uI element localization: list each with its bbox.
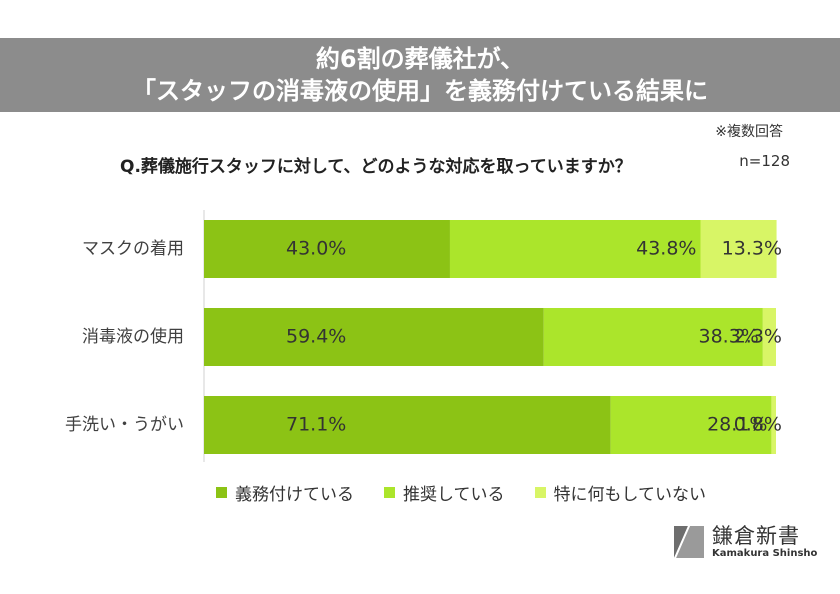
bar-segment-obligated xyxy=(204,308,544,366)
logo-japanese-text: 鎌倉新書 xyxy=(712,524,800,548)
category-label: 手洗い・うがい xyxy=(65,415,184,435)
bar-segment-recommended xyxy=(449,220,701,278)
value-label-nothing: 13.3% xyxy=(722,238,782,260)
legend-label-obligated: 義務付けている xyxy=(235,485,354,505)
bar-segment-recommended xyxy=(610,396,772,454)
legend-label-nothing: 特に何もしていない xyxy=(553,485,707,505)
legend-item-obligated: 義務付けている xyxy=(216,480,354,505)
bar-segment-recommended xyxy=(543,308,763,366)
bar-segment-nothing xyxy=(762,308,776,366)
category-label: 消毒液の使用 xyxy=(82,326,184,347)
logo-english-text: Kamakura Shinsho xyxy=(712,548,818,559)
title-banner: 約6割の葬儀社が、 「スタッフの消毒液の使用」を義務付けている結果に xyxy=(0,38,840,112)
title-line-2: 「スタッフの消毒液の使用」を義務付けている結果に xyxy=(132,77,708,105)
legend-item-recommended: 推奨している xyxy=(384,480,505,505)
legend-item-nothing: 特に何もしていない xyxy=(534,480,707,505)
category-label: マスクの着用 xyxy=(82,239,184,259)
legend: 義務付けている 推奨している 特に何もしていない xyxy=(216,480,736,505)
bar-segment-nothing xyxy=(700,220,777,278)
value-label-recommended: 28.1% xyxy=(707,414,767,436)
bar-segment-nothing xyxy=(771,396,776,454)
stacked-bar-chart: マスクの着用 43.0% 43.8% 13.3% 消毒液の使用 59.4% 38.3%2.3… xyxy=(65,210,782,462)
question-text: Q.葬儀施行スタッフに対して、どのような対応を取っていますか？ xyxy=(120,157,632,177)
value-label-obligated: 71.1% xyxy=(286,414,346,436)
multiple-answer-note: ※複数回答 xyxy=(715,124,783,140)
company-logo: 鎌倉新書 Kamakura Shinsho xyxy=(672,524,817,560)
value-label-obligated: 59.4% xyxy=(286,326,346,348)
title-line-1: 約6割の葬儀社が、 xyxy=(315,45,525,73)
sample-size: n=128 xyxy=(739,152,790,170)
bar-segment-obligated xyxy=(204,220,450,278)
legend-swatch-nothing xyxy=(534,487,546,498)
value-label-recommended: 38.3% xyxy=(698,326,758,348)
value-label-nothing: 2.3% xyxy=(734,326,782,348)
bar-segment-obligated xyxy=(204,396,611,454)
kamakura-shinsho-logo-icon xyxy=(672,524,706,560)
value-label-obligated: 43.0% xyxy=(286,238,346,260)
value-label-recommended: 43.8% xyxy=(636,238,696,260)
legend-swatch-recommended xyxy=(384,487,395,498)
legend-label-recommended: 推奨している xyxy=(403,485,505,505)
legend-swatch-obligated xyxy=(216,487,227,498)
value-label-nothing: 0.8% xyxy=(734,414,782,436)
